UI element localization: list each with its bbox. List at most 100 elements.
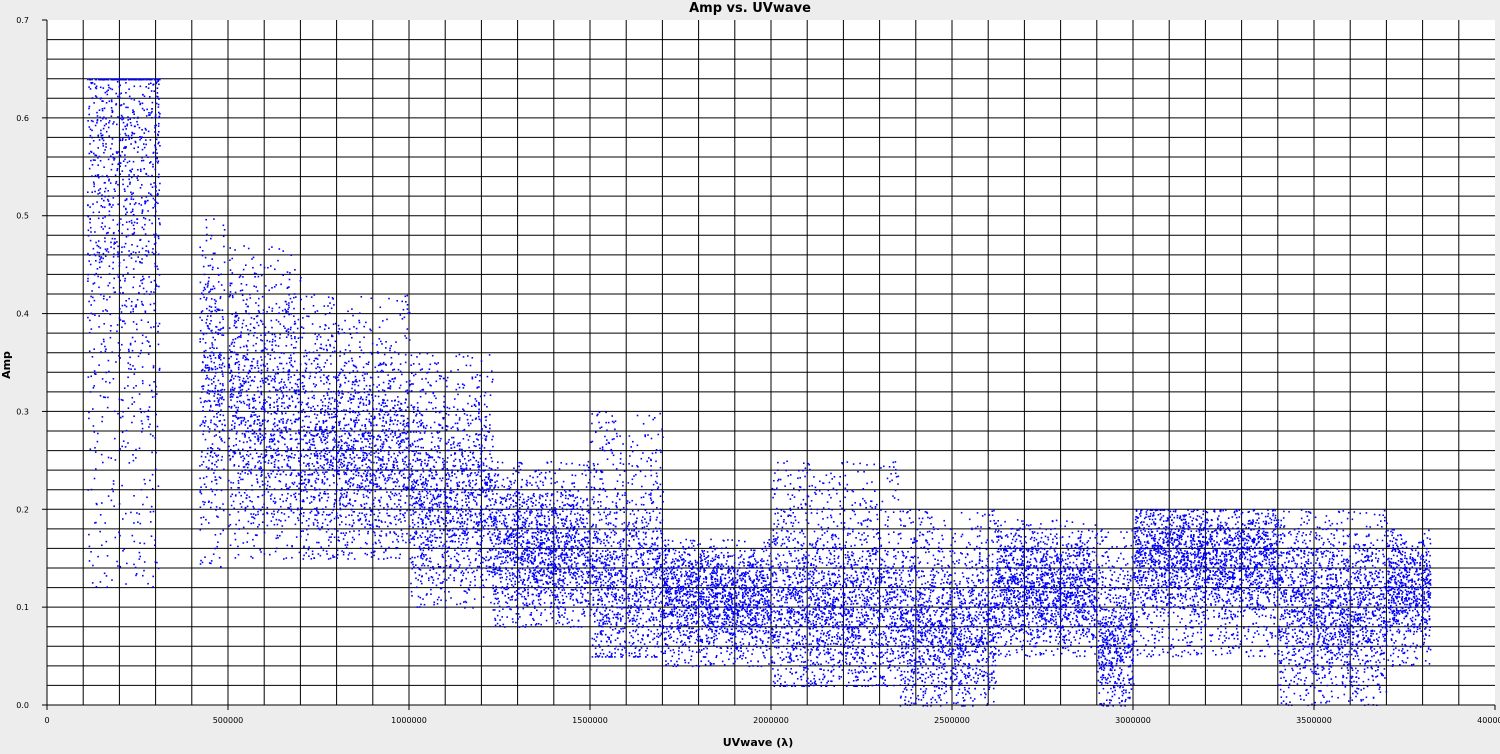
data-point xyxy=(416,422,418,424)
data-point xyxy=(266,363,268,365)
data-point xyxy=(238,391,240,393)
data-point xyxy=(404,335,406,337)
data-point xyxy=(290,254,292,256)
data-point xyxy=(351,388,353,390)
data-point xyxy=(404,461,406,463)
data-point xyxy=(137,246,139,248)
data-point xyxy=(97,252,99,254)
data-point xyxy=(251,501,253,503)
data-point xyxy=(355,412,357,414)
data-point xyxy=(155,414,157,416)
data-point xyxy=(459,387,461,389)
data-point xyxy=(117,184,119,186)
data-point xyxy=(413,513,415,515)
data-point xyxy=(366,396,368,398)
data-point xyxy=(151,390,153,392)
data-point xyxy=(348,361,350,363)
data-point xyxy=(282,422,284,424)
data-point xyxy=(206,240,208,242)
data-point xyxy=(103,253,105,255)
data-point xyxy=(479,448,481,450)
data-point xyxy=(249,399,251,401)
data-point xyxy=(148,410,150,412)
data-point xyxy=(338,460,340,462)
data-point xyxy=(362,375,364,377)
data-point xyxy=(304,479,306,481)
data-point xyxy=(485,392,487,394)
data-point xyxy=(117,324,119,326)
data-point xyxy=(299,552,301,554)
data-point xyxy=(284,444,286,446)
data-point xyxy=(122,400,124,402)
data-point xyxy=(100,97,102,99)
data-point xyxy=(289,362,291,364)
data-point xyxy=(87,205,89,207)
data-point xyxy=(243,369,245,371)
data-point xyxy=(286,488,288,490)
data-point xyxy=(143,217,145,219)
data-point xyxy=(259,311,261,313)
data-point xyxy=(454,500,456,502)
data-point xyxy=(410,495,412,497)
data-point xyxy=(388,383,390,385)
data-point xyxy=(109,214,111,216)
data-point xyxy=(240,417,242,419)
data-point xyxy=(111,488,113,490)
data-point xyxy=(404,441,406,443)
data-point xyxy=(429,368,431,370)
data-point xyxy=(453,406,455,408)
data-point xyxy=(329,485,331,487)
data-point xyxy=(322,436,324,438)
data-point xyxy=(332,439,334,441)
data-point xyxy=(106,586,108,588)
data-point xyxy=(203,294,205,296)
data-point xyxy=(332,462,334,464)
data-point xyxy=(154,310,156,312)
data-point xyxy=(435,411,437,413)
data-point xyxy=(308,546,310,548)
data-point xyxy=(238,372,240,374)
data-point xyxy=(366,418,368,420)
data-point xyxy=(154,236,156,238)
data-point xyxy=(400,500,402,502)
data-point xyxy=(312,473,314,475)
data-point xyxy=(280,284,282,286)
data-point xyxy=(92,356,94,358)
data-point xyxy=(344,382,346,384)
data-point xyxy=(157,87,159,89)
data-point xyxy=(281,466,283,468)
data-point xyxy=(112,204,114,206)
data-point xyxy=(148,175,150,177)
data-point xyxy=(133,174,135,176)
data-point xyxy=(331,455,333,457)
data-point xyxy=(101,421,103,423)
data-point xyxy=(308,518,310,520)
data-point xyxy=(151,175,153,177)
data-point xyxy=(231,406,233,408)
data-point xyxy=(475,500,477,502)
data-point xyxy=(244,472,246,474)
data-point xyxy=(242,471,244,473)
data-point xyxy=(94,314,96,316)
data-point xyxy=(143,570,145,572)
data-point xyxy=(365,428,367,430)
data-point xyxy=(412,459,414,461)
data-point xyxy=(326,514,328,516)
data-point xyxy=(316,510,318,512)
data-point xyxy=(254,420,256,422)
data-point xyxy=(301,513,303,515)
data-point xyxy=(141,301,143,303)
data-point xyxy=(122,275,124,277)
data-point xyxy=(154,131,156,133)
data-point xyxy=(149,424,151,426)
data-point xyxy=(429,455,431,457)
data-point xyxy=(304,486,306,488)
data-point xyxy=(120,566,122,568)
data-point xyxy=(258,437,260,439)
data-point xyxy=(204,370,206,372)
data-point xyxy=(391,400,393,402)
data-point xyxy=(261,394,263,396)
data-point xyxy=(122,224,124,226)
data-point xyxy=(289,428,291,430)
data-point xyxy=(218,274,220,276)
